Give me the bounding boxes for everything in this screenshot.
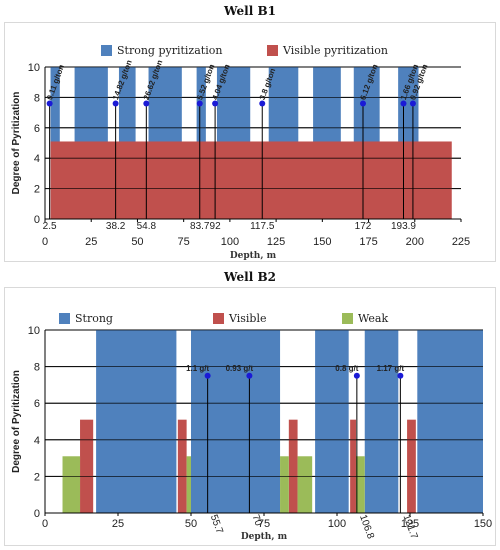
bar-strong (417, 330, 483, 513)
depth-label: 106.8 (357, 513, 376, 541)
y-tick-label: 2 (34, 184, 40, 196)
bar-weak (355, 456, 365, 513)
x-tick-label: 0 (42, 236, 48, 248)
legend-label: Strong pyritization (117, 44, 222, 57)
x-tick-label: 25 (85, 236, 97, 248)
sample-point (112, 100, 119, 107)
bar-weak (297, 456, 313, 513)
bar-visible (177, 419, 187, 513)
depth-label: 193.9 (391, 221, 416, 232)
grade-label: 0.8 g/t (335, 364, 358, 373)
x-tick-label: 125 (401, 518, 419, 530)
bar-visible (288, 419, 298, 513)
bar-weak (62, 456, 81, 513)
y-tick-label: 2 (34, 471, 40, 483)
chart-title-well-b1: Well B1 (224, 4, 276, 18)
bar-visible (407, 419, 416, 513)
depth-label: 117.5 (250, 221, 275, 232)
x-tick-label: 225 (452, 236, 470, 248)
y-tick-label: 0 (34, 508, 40, 520)
bar-visible-pyritization (50, 141, 452, 219)
sample-point (409, 100, 416, 107)
x-tick-label: 175 (359, 236, 377, 248)
bar-strong (315, 330, 349, 513)
y-tick-label: 4 (34, 435, 40, 447)
legend-swatch (213, 313, 224, 324)
sample-point (46, 100, 53, 107)
x-tick-label: 25 (112, 518, 124, 530)
depth-label: 2.5 (43, 221, 57, 232)
grade-label: 1.17 g/t (377, 364, 405, 373)
chart-panel-well-b1: 0 2 4 6 8 10 0 25 50 75 100 125 150 175 200 225 Degree o… (4, 22, 496, 262)
legend-swatch (101, 45, 112, 56)
depth-label: 70 (250, 513, 264, 528)
sample-point (259, 100, 266, 107)
depth-label: 55.7 (208, 513, 225, 535)
grade-label: 0.93 g/t (226, 364, 254, 373)
sample-point (212, 100, 219, 107)
sample-point (204, 372, 211, 379)
x-tick-label: 0 (42, 518, 48, 530)
bar-strong (191, 330, 281, 513)
sample-point (397, 372, 404, 379)
sample-point (400, 100, 407, 107)
depth-label: 38.2 (106, 221, 126, 232)
x-tick-label: 150 (474, 518, 492, 530)
x-tick-label: 100 (221, 236, 239, 248)
chart-panel-well-b2: 0 2 4 6 8 10 0 25 50 75 100 125 150 Degree of Pyritiz… (4, 287, 496, 546)
y-tick-label: 4 (34, 153, 40, 165)
y-tick-label: 8 (34, 92, 40, 104)
x-tick-label: 200 (406, 236, 424, 248)
depth-label: 92 (210, 221, 222, 232)
y-axis-title: Degree of Pyritization (11, 92, 22, 195)
y-tick-label: 10 (28, 62, 40, 74)
y-tick-label: 6 (34, 398, 40, 410)
sample-point (143, 100, 150, 107)
bar-strong (364, 330, 399, 513)
x-tick-label: 50 (131, 236, 143, 248)
bar-visible (350, 419, 356, 513)
x-tick-label: 125 (267, 236, 285, 248)
bar-visible (80, 419, 94, 513)
x-axis-title: Depth, m (230, 251, 277, 261)
sample-point (196, 100, 203, 107)
legend-label: Visible pyritization (282, 44, 388, 57)
y-axis-title: Degree of Pyritization (11, 370, 22, 473)
depth-label: 83.7 (190, 221, 210, 232)
x-axis-title: Depth, m (241, 532, 288, 542)
bar-weak (280, 456, 289, 513)
sample-point (353, 372, 360, 379)
depth-label: 172 (355, 221, 372, 232)
legend-label: Weak (358, 312, 388, 325)
x-tick-label: 50 (185, 518, 197, 530)
x-tick-label: 75 (258, 518, 270, 530)
legend-swatch (342, 313, 353, 324)
legend-label: Strong (75, 312, 113, 325)
legend-swatch (59, 313, 70, 324)
legend-label: Visible (228, 312, 267, 325)
x-tick-label: 75 (178, 236, 190, 248)
sample-point (246, 372, 253, 379)
bar-weak (186, 456, 191, 513)
depth-label: 54.8 (137, 221, 157, 232)
x-tick-label: 100 (328, 518, 346, 530)
chart-title-well-b2: Well B2 (224, 270, 276, 284)
sample-point (360, 100, 367, 107)
bar-strong (96, 330, 177, 513)
y-tick-label: 8 (34, 362, 40, 374)
x-tick-label: 150 (313, 236, 331, 248)
grade-label: 1.1 g/t (186, 364, 209, 373)
legend-swatch (267, 45, 278, 56)
y-tick-label: 0 (34, 214, 40, 226)
y-tick-label: 6 (34, 123, 40, 135)
y-tick-label: 10 (28, 325, 40, 337)
